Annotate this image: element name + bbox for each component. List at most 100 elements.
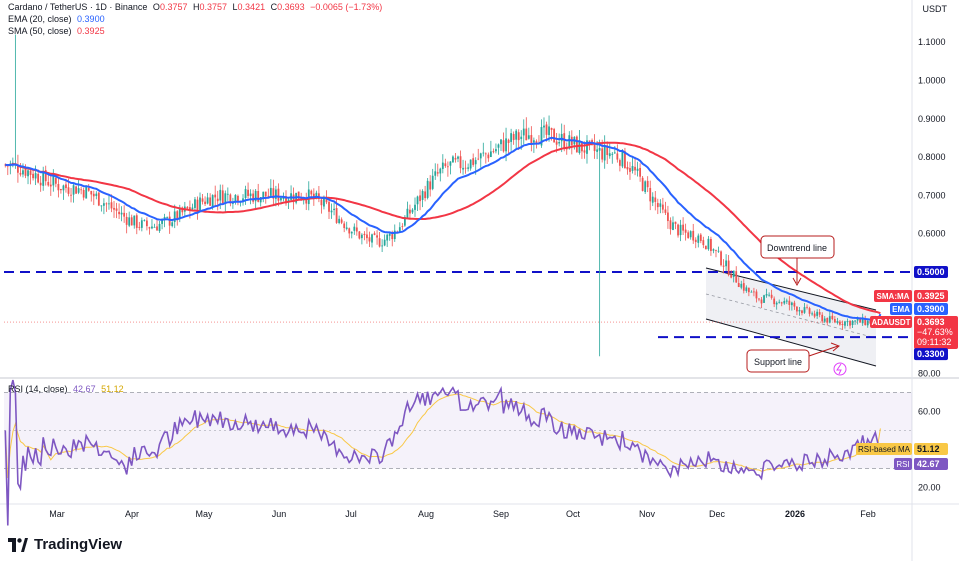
- candle: [487, 152, 490, 162]
- candle: [692, 223, 695, 244]
- candle-body: [247, 189, 249, 196]
- candle: [11, 157, 14, 168]
- candle-body: [459, 156, 462, 169]
- candle: [262, 191, 265, 203]
- candle-body: [505, 138, 507, 152]
- rsi-ma-badge: 51.12: [914, 443, 948, 455]
- candle: [613, 146, 616, 154]
- candle-body: [495, 149, 497, 152]
- candle-body: [613, 152, 616, 154]
- candle-body: [39, 182, 42, 186]
- candle-body: [851, 320, 854, 326]
- candle: [816, 309, 819, 319]
- candle: [320, 196, 323, 214]
- candle-body: [120, 212, 123, 215]
- event-marker-circle: [833, 362, 847, 376]
- candle: [603, 135, 606, 169]
- candle: [826, 317, 829, 326]
- candle: [90, 190, 93, 202]
- candle: [760, 297, 763, 308]
- candle-body: [446, 166, 449, 168]
- time-tick-label: May: [195, 509, 213, 519]
- candle: [75, 185, 77, 194]
- candle-body: [707, 238, 710, 250]
- candle: [785, 298, 788, 305]
- candle-body: [105, 203, 108, 205]
- candle: [667, 205, 669, 229]
- candle-body: [416, 196, 419, 205]
- ema-legend[interactable]: EMA (20, close) 0.3900: [8, 14, 105, 24]
- candle: [626, 161, 629, 175]
- candle: [363, 231, 366, 241]
- candle-body: [133, 215, 136, 226]
- candle-body: [773, 298, 776, 305]
- ohlc-close-value: 0.3693: [277, 2, 305, 12]
- candle-body: [330, 210, 333, 213]
- candle: [813, 310, 816, 319]
- candle: [659, 199, 662, 214]
- time-tick-label: Apr: [125, 509, 139, 519]
- candle: [674, 221, 677, 230]
- candle-body: [659, 203, 662, 207]
- candle-body: [264, 191, 267, 197]
- candle-body: [803, 307, 806, 313]
- price-tick-label: 0.8000: [918, 152, 946, 162]
- candle-body: [219, 189, 222, 201]
- candle: [196, 196, 199, 220]
- candle: [753, 287, 755, 297]
- candle-body: [65, 184, 67, 189]
- candle: [97, 191, 100, 207]
- candle: [206, 192, 209, 205]
- candle-body: [530, 135, 533, 144]
- candle-body: [47, 181, 50, 186]
- candle: [654, 191, 657, 211]
- sma-legend[interactable]: SMA (50, close) 0.3925: [8, 26, 105, 36]
- candle: [583, 141, 586, 159]
- candle-body: [654, 197, 657, 202]
- candle-body: [606, 145, 609, 155]
- rsi-line: [4, 379, 881, 526]
- candle-body: [555, 141, 558, 145]
- rsi-ma-legend-value: 51.12: [101, 384, 124, 394]
- candle: [439, 167, 442, 182]
- candle-body: [856, 318, 859, 321]
- candle-body: [188, 207, 191, 211]
- time-tick-label: Nov: [639, 509, 656, 519]
- candle: [651, 192, 654, 207]
- candle-body: [388, 233, 391, 236]
- candle: [381, 239, 384, 252]
- candle-body: [760, 299, 763, 304]
- rsi-legend[interactable]: RSI (14, close) 42.67 51.12: [8, 384, 124, 394]
- candle: [846, 318, 849, 327]
- candle-body: [199, 197, 201, 211]
- candle-body: [229, 194, 232, 204]
- support-price-badge-text: 0.3300: [917, 349, 945, 359]
- candle-body: [560, 133, 563, 142]
- candle-body: [19, 172, 22, 175]
- candle: [839, 319, 841, 326]
- candle: [833, 316, 836, 324]
- candle-body: [191, 207, 194, 210]
- candle: [479, 152, 482, 168]
- currency-label[interactable]: USDT: [922, 4, 948, 14]
- candle-body: [224, 193, 227, 204]
- candle: [57, 177, 60, 198]
- candle-body: [118, 211, 120, 215]
- ema-price-badge-text: 0.3900: [917, 304, 945, 314]
- candle-body: [484, 153, 487, 155]
- rsi-lines: [4, 379, 881, 526]
- tradingview-brand[interactable]: TradingView: [8, 536, 122, 553]
- candle: [80, 186, 83, 195]
- price-axis: 1.10001.00000.90000.80000.70000.60000.40…: [856, 37, 958, 493]
- candle: [831, 311, 834, 321]
- resistance-price-badge-text: 0.5000: [917, 267, 945, 277]
- candle: [629, 161, 631, 180]
- annotations: Downtrend line Support line: [746, 235, 847, 376]
- candle-body: [770, 294, 773, 298]
- candle: [656, 198, 659, 215]
- candle-body: [833, 319, 836, 323]
- candle: [543, 117, 545, 138]
- rsi-tick-label: 60.00: [918, 407, 941, 417]
